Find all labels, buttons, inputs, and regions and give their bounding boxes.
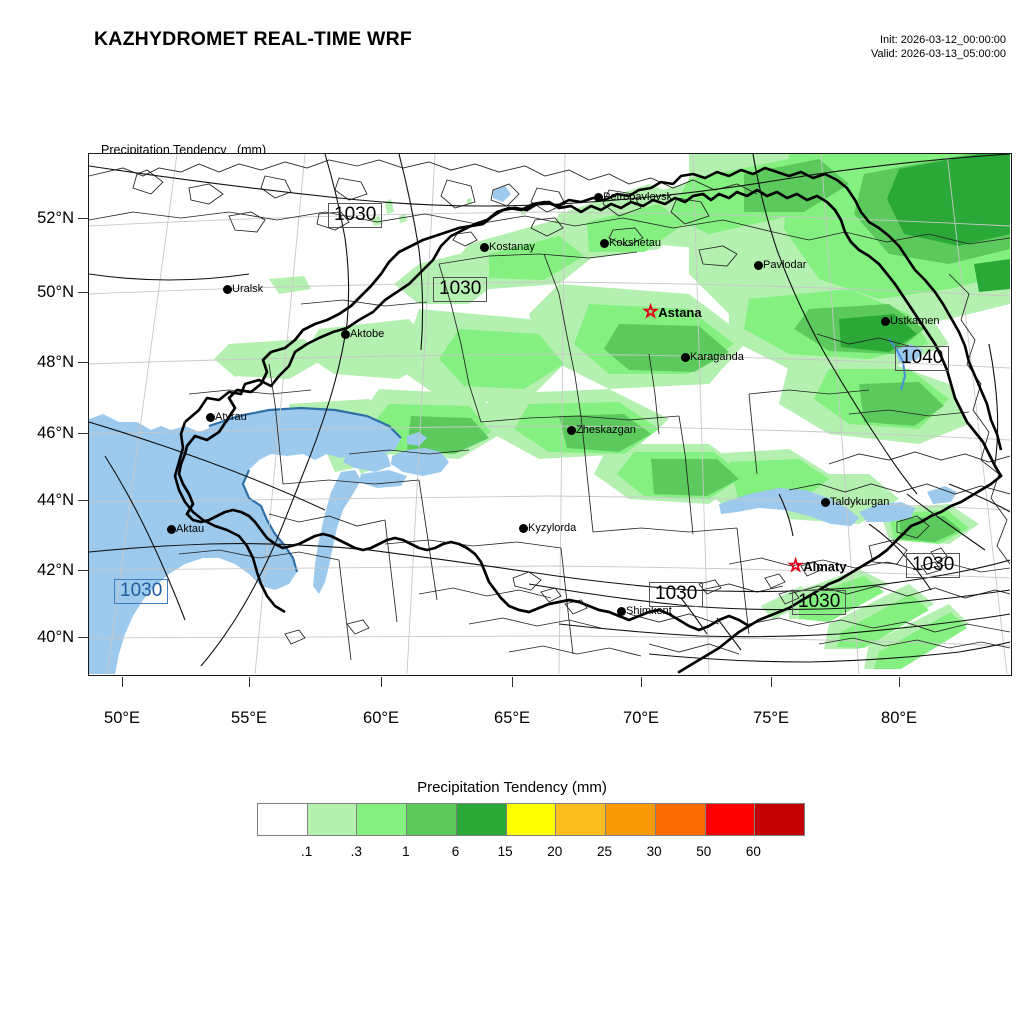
latitude-tick-mark [78,433,88,434]
colorbar-tick-label: .1 [300,844,313,859]
colorbar-cell [407,804,457,835]
longitude-tick-mark [122,677,123,687]
longitude-tick-label: 60°E [363,709,399,727]
colorbar-cell [556,804,607,835]
longitude-tick-label: 75°E [753,709,789,727]
isobar-value-label: 1030 [792,590,847,615]
page-title: KAZHYDROMET REAL-TIME WRF [94,28,413,50]
colorbar-cell [307,804,358,835]
longitude-tick-mark [381,677,382,687]
colorbar-tick-labels: .1 .3 1 6 15 20 25 30 50 60 [257,844,805,864]
init-time-label: Init: 2026-03-12_00:00:00 [880,34,1006,46]
colorbar-cell [606,804,656,835]
isobar-value-label: 1040 [895,346,950,371]
latitude-tick-label: 40°N [37,628,74,646]
latitude-tick-mark [78,218,88,219]
latitude-tick-label: 52°N [37,209,74,227]
isobar-value-label: 1030 [433,277,488,302]
colorbar-cell [357,804,408,835]
colorbar-tick-label: 30 [646,844,662,859]
longitude-tick-label: 70°E [623,709,659,727]
isobar-value-label: 1030 [649,582,704,607]
admin-regions [89,159,1010,661]
coastline-accent [208,406,402,573]
colorbar-cell [456,804,507,835]
longitude-tick-label: 50°E [104,709,140,727]
country-border-kazakhstan [173,166,1003,614]
longitude-tick-mark [771,677,772,687]
longitude-tick-mark [249,677,250,687]
longitude-tick-mark [641,677,642,687]
colorbar-tick-label: 60 [745,844,761,859]
colorbar-tick-label: 20 [547,844,563,859]
model-run-info: Init: 2026-03-12_00:00:00 Valid: 2026-03… [871,33,1006,61]
colorbar-cell [258,804,308,835]
longitude-tick-label: 55°E [231,709,267,727]
capital-name-label: Astana [658,305,702,321]
isobar-value-label: 1030 [114,579,169,604]
isobar-value-label: 1030 [906,553,961,578]
colorbar-cell [705,804,756,835]
colorbar[interactable] [257,803,805,836]
latitude-tick-mark [78,570,88,571]
colorbar-tick-label: 15 [497,844,513,859]
latitude-tick-mark [78,362,88,363]
valid-time-label: Valid: 2026-03-13_05:00:00 [871,48,1006,60]
graticule [89,154,1010,674]
map-canvas[interactable]: Petropavlovsk Kostanay Kokshetau Pavlodar Ur… [88,153,1012,676]
capital-marker: ☆Almaty [788,557,847,575]
river-irtysh [888,338,907,391]
latitude-tick-label: 46°N [37,424,74,442]
longitude-tick-label: 65°E [494,709,530,727]
longitude-tick-mark [899,677,900,687]
latitude-tick-label: 50°N [37,283,74,301]
capital-star-icon: ☆ [643,302,659,322]
colorbar-tick-label: .3 [350,844,362,859]
longitude-tick-label: 80°E [881,709,917,727]
isobar-value-label: 1030 [328,203,383,228]
colorbar-cell [655,804,706,835]
longitude-tick-mark [512,677,513,687]
latitude-tick-label: 42°N [37,561,74,579]
capital-name-label: Almaty [803,559,847,575]
capital-star-icon: ☆ [788,556,804,576]
colorbar-title: Precipitation Tendency (mm) [417,779,607,796]
colorbar-tick-label: 25 [596,844,612,859]
latitude-tick-label: 48°N [37,353,74,371]
isobars [89,154,1010,667]
colorbar-tick-label: 1 [402,844,410,859]
latitude-tick-mark [78,500,88,501]
latitude-tick-label: 44°N [37,491,74,509]
latitude-tick-mark [78,292,88,293]
colorbar-tick-label: 6 [451,844,460,859]
colorbar-cell [755,804,805,835]
colorbar-cell [506,804,557,835]
latitude-tick-mark [78,637,88,638]
precipitation-shading [214,154,1010,669]
capital-marker: ☆Astana [643,303,702,321]
colorbar-tick-label: 50 [696,844,712,859]
